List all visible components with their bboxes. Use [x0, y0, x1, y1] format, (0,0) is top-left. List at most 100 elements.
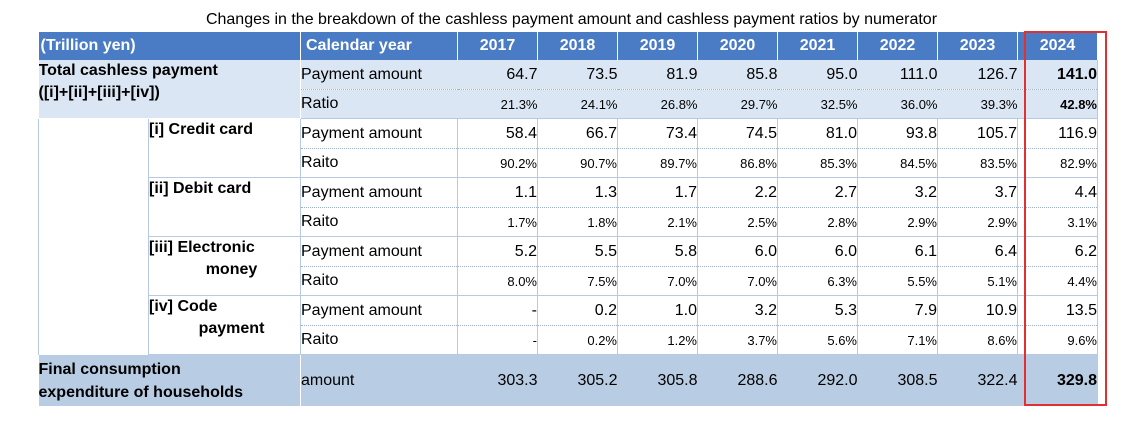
- ratio-value: 7.0%: [697, 266, 778, 296]
- payment-amount-value: 3.7: [937, 177, 1018, 208]
- ratio-value: 4.4%: [1017, 266, 1098, 296]
- year-header-2022: 2022: [857, 32, 938, 60]
- year-header-2021: 2021: [777, 32, 858, 60]
- ratio-value: 8.0%: [457, 266, 538, 296]
- table-caption: Changes in the breakdown of the cashless…: [205, 11, 938, 28]
- final-amount-value: 308.5: [857, 354, 938, 406]
- category-ratio-row: Raito 90.2% 90.7% 89.7% 86.8% 85.3% 84.5% 83.5%…: [39, 148, 1098, 178]
- payment-amount-value: 13.5: [1017, 295, 1098, 326]
- ratio-value: 36.0%: [857, 89, 938, 119]
- ratio-value: 42.8%: [1017, 89, 1098, 119]
- metric-label: Payment amount: [300, 60, 458, 90]
- ratio-value: 2.9%: [937, 207, 1018, 237]
- metric-label: Ratio: [300, 89, 458, 119]
- category-label: [iii] Electronic money: [148, 236, 301, 296]
- ratio-value: 82.9%: [1017, 148, 1098, 178]
- payment-amount-value: 6.0: [777, 236, 858, 267]
- payment-amount-value: 66.7: [537, 118, 618, 149]
- final-label-line1: Final consumption: [38, 360, 181, 378]
- payment-amount-value: 116.9: [1017, 118, 1098, 149]
- metric-label: Raito: [300, 325, 458, 355]
- payment-amount-value: 1.7: [617, 177, 698, 208]
- payment-amount-value: 3.2: [857, 177, 938, 208]
- metric-label: Payment amount: [300, 177, 458, 208]
- total-label-line1: Total cashless payment: [38, 62, 218, 79]
- metric-label: amount: [300, 354, 458, 406]
- final-consumption-row: Final consumption expenditure of househol…: [38, 354, 1098, 406]
- year-header-2020: 2020: [697, 32, 778, 60]
- category-amount-row: [ii] Debit card Payment amount 1.1 1.3 1.7 2.…: [39, 177, 1098, 237]
- payment-amount-value: 2.2: [697, 177, 778, 208]
- payment-amount-value: 5.3: [777, 295, 858, 326]
- payment-amount-value: 111.0: [857, 60, 938, 90]
- final-amount-value: 305.2: [537, 354, 618, 406]
- ratio-value: 3.7%: [697, 325, 778, 355]
- payment-amount-value: 81.9: [617, 60, 698, 90]
- ratio-value: 29.7%: [697, 89, 778, 119]
- ratio-value: 2.8%: [777, 207, 858, 237]
- category-ratio-row: Raito 8.0% 7.5% 7.0% 7.0% 6.3% 5.5% 5.1% 4.4%: [39, 266, 1098, 296]
- year-header-2019: 2019: [617, 32, 698, 60]
- category-amount-row: [i] Credit card Payment amount 58.4 66.7 73.…: [38, 118, 1098, 355]
- ratio-value: 6.3%: [777, 266, 858, 296]
- final-amount-value: 305.8: [617, 354, 698, 406]
- ratio-value: 32.5%: [777, 89, 858, 119]
- unit-header: (Trillion yen): [38, 32, 301, 60]
- category-label-line1: [i] Credit card: [149, 121, 254, 138]
- payment-amount-value: 85.8: [697, 60, 778, 90]
- payment-amount-value: 7.9: [857, 295, 938, 326]
- payment-amount-value: 4.4: [1017, 177, 1098, 208]
- final-amount-value: 292.0: [777, 354, 858, 406]
- ratio-value: 90.2%: [457, 148, 538, 178]
- ratio-value: 5.5%: [857, 266, 938, 296]
- payment-amount-value: 5.8: [617, 236, 698, 267]
- payment-amount-value: 2.7: [777, 177, 858, 208]
- ratio-value: 24.1%: [537, 89, 618, 119]
- payment-amount-value: 74.5: [697, 118, 778, 149]
- ratio-value: 7.5%: [537, 266, 618, 296]
- category-label-line2: money: [205, 261, 258, 278]
- payment-amount-value: 64.7: [457, 60, 538, 90]
- metric-label: Payment amount: [300, 118, 458, 149]
- total-ratio-row: Ratio 21.3% 24.1% 26.8% 29.7% 32.5% 36.0% 39.3%…: [39, 89, 1098, 119]
- ratio-value: 0.2%: [537, 325, 618, 355]
- ratio-value: 8.6%: [937, 325, 1018, 355]
- payment-amount-value: 126.7: [937, 60, 1018, 90]
- payment-amount-value: 1.3: [537, 177, 618, 208]
- category-label: [i] Credit card: [148, 118, 301, 178]
- category-label-line1: [ii] Debit card: [149, 180, 252, 197]
- cashless-payment-table: (Trillion yen) Calendar year 2017 2018 201…: [38, 32, 1098, 406]
- ratio-value: 5.6%: [777, 325, 858, 355]
- payment-amount-value: 6.0: [697, 236, 778, 267]
- final-consumption-label: Final consumption expenditure of househol…: [38, 354, 301, 406]
- metric-label: Raito: [300, 148, 458, 178]
- category-label-line2: payment: [198, 320, 265, 337]
- ratio-value: 84.5%: [857, 148, 938, 178]
- header-row: (Trillion yen) Calendar year 2017 2018 201…: [38, 32, 1098, 60]
- total-amount-row: Total cashless payment ([i]+[ii]+[iii]+[i…: [38, 60, 1098, 119]
- metric-label: Payment amount: [300, 295, 458, 326]
- ratio-value: 83.5%: [937, 148, 1018, 178]
- final-label-line2: expenditure of households: [38, 383, 243, 401]
- category-ratio-row: Raito -0.2% 1.2% 3.7% 5.6% 7.1% 8.6% 9.6%: [39, 325, 1098, 355]
- ratio-value: 7.0%: [617, 266, 698, 296]
- payment-amount-value: 105.7: [937, 118, 1018, 149]
- payment-amount-value: 6.1: [857, 236, 938, 267]
- payment-amount-value: 1.1: [457, 177, 538, 208]
- ratio-value: 3.1%: [1017, 207, 1098, 237]
- category-ratio-row: Raito 1.7% 1.8% 2.1% 2.5% 2.8% 2.9% 2.9% 3.1%: [39, 207, 1098, 237]
- payment-amount-value: -: [457, 295, 538, 326]
- payment-amount-value: 141.0: [1017, 60, 1098, 90]
- payment-amount-value: 1.0: [617, 295, 698, 326]
- payment-amount-value: 3.2: [697, 295, 778, 326]
- payment-amount-value: 5.5: [537, 236, 618, 267]
- total-label-line2: ([i]+[ii]+[iii]+[iv]): [38, 84, 160, 101]
- ratio-value: 2.1%: [617, 207, 698, 237]
- payment-amount-value: 10.9: [937, 295, 1018, 326]
- final-amount-value: 329.8: [1017, 354, 1098, 406]
- ratio-value: 86.8%: [697, 148, 778, 178]
- indent-spacer: [38, 118, 149, 355]
- ratio-value: 1.2%: [617, 325, 698, 355]
- ratio-value: 5.1%: [937, 266, 1018, 296]
- payment-amount-value: 95.0: [777, 60, 858, 90]
